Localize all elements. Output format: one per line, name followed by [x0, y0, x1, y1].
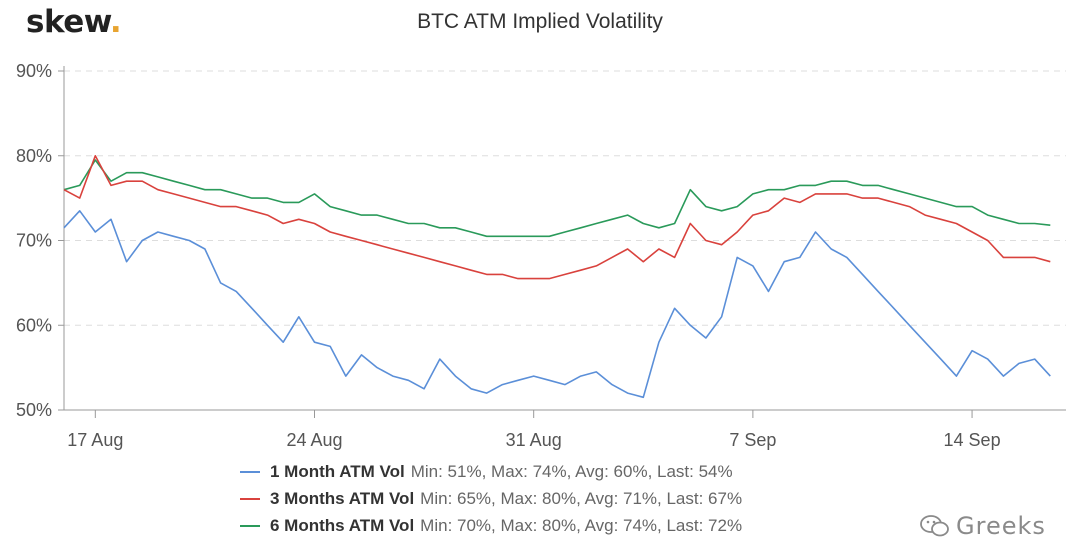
legend-stats-6m: Min: 70%, Max: 80%, Avg: 74%, Last: 72% [420, 516, 743, 535]
legend-item-1m[interactable]: 1 Month ATM Vol Min: 51%, Max: 74%, Avg:… [240, 458, 742, 485]
chart-legend: 1 Month ATM Vol Min: 51%, Max: 74%, Avg:… [240, 458, 742, 539]
legend-stats-3m: Min: 65%, Max: 80%, Avg: 71%, Last: 67% [420, 489, 743, 508]
y-tick-label: 50% [16, 400, 52, 420]
series-layer [63, 155, 1051, 399]
watermark: Greeks [920, 512, 1046, 540]
x-tick-label: 7 Sep [729, 430, 776, 450]
legend-swatch-1m [240, 470, 260, 473]
x-tick-label: 31 Aug [506, 430, 562, 450]
x-tick-label: 14 Sep [944, 430, 1001, 450]
legend-swatch-6m [240, 524, 260, 527]
legend-stats-1m: Min: 51%, Max: 74%, Avg: 60%, Last: 54% [410, 462, 733, 481]
series-line-1m [63, 210, 1051, 399]
wechat-icon [920, 515, 949, 537]
legend-item-6m[interactable]: 6 Months ATM Vol Min: 70%, Max: 80%, Avg… [240, 512, 742, 539]
legend-item-3m[interactable]: 3 Months ATM Vol Min: 65%, Max: 80%, Avg… [240, 485, 742, 512]
y-tick-label: 80% [16, 146, 52, 166]
series-line-6m [63, 159, 1051, 238]
logo-text: skew [26, 4, 110, 40]
grid-layer [64, 70, 1066, 326]
y-tick-label: 90% [16, 61, 52, 81]
watermark-text: Greeks [956, 512, 1046, 540]
y-tick-label: 60% [16, 315, 52, 335]
skew-logo: skew. [26, 4, 122, 40]
y-tick-label: 70% [16, 231, 52, 251]
chart-title: BTC ATM Implied Volatility [417, 10, 663, 33]
legend-swatch-3m [240, 497, 260, 500]
x-tick-label: 17 Aug [67, 430, 123, 450]
logo-dot: . [109, 4, 122, 40]
legend-name-6m: 6 Months ATM Vol [270, 516, 415, 535]
legend-name-1m: 1 Month ATM Vol [270, 462, 405, 481]
series-line-3m [63, 155, 1051, 280]
axis-layer: 50% 60% 70% 80% 90% 17 Aug 24 Aug 31 Aug 7 Sep 14… [16, 61, 1066, 450]
legend-name-3m: 3 Months ATM Vol [270, 489, 415, 508]
x-tick-label: 24 Aug [286, 430, 342, 450]
